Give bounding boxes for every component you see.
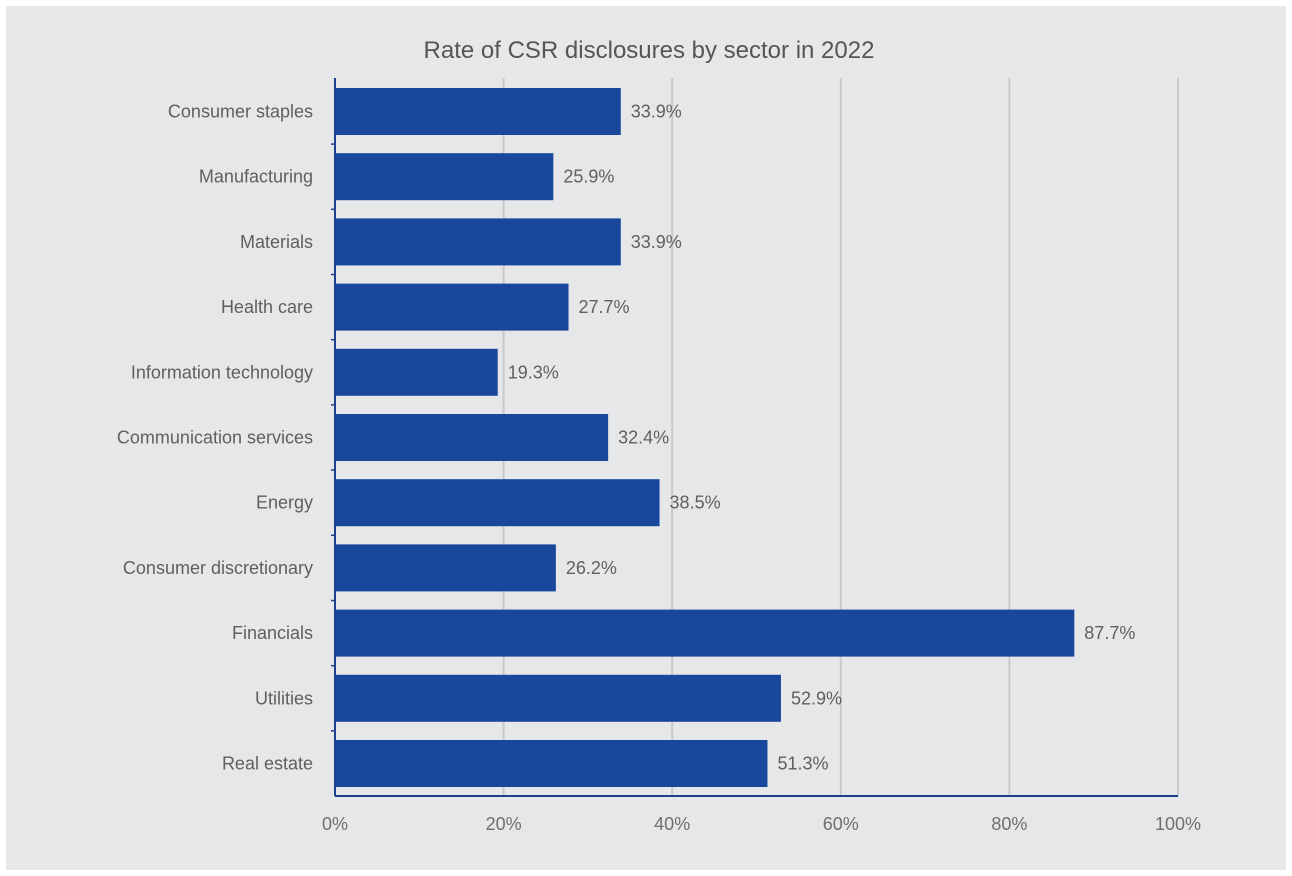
- category-label: Health care: [221, 297, 313, 317]
- data-label: 19.3%: [508, 362, 559, 382]
- chart-title: Rate of CSR disclosures by sector in 202…: [424, 37, 875, 64]
- data-label: 33.9%: [631, 232, 682, 252]
- bar: [335, 740, 768, 787]
- x-tick-label: 20%: [486, 814, 522, 834]
- category-label: Consumer staples: [168, 102, 313, 122]
- data-label: 52.9%: [791, 688, 842, 708]
- x-tick-label: 40%: [654, 814, 690, 834]
- category-label: Financials: [232, 623, 313, 643]
- x-tick-label: 80%: [991, 814, 1027, 834]
- category-label: Real estate: [222, 754, 313, 774]
- category-label: Energy: [256, 493, 313, 513]
- data-label: 32.4%: [618, 428, 669, 448]
- data-label: 27.7%: [579, 297, 630, 317]
- bar: [335, 218, 621, 266]
- bar: [335, 479, 660, 527]
- x-tick-labels: 0% 20% 40% 60% 80% 100%: [322, 814, 1201, 834]
- bar: [335, 544, 556, 592]
- data-label: 25.9%: [563, 167, 614, 187]
- data-label: 33.9%: [631, 102, 682, 122]
- data-label: 51.3%: [777, 754, 828, 774]
- bar: [335, 153, 554, 201]
- x-tick-label: 0%: [322, 814, 348, 834]
- data-label: 26.2%: [566, 558, 617, 578]
- axes: [331, 78, 1178, 797]
- category-label: Consumer discretionary: [123, 558, 313, 578]
- category-labels: Consumer staples Manufacturing Materials He…: [117, 102, 313, 774]
- bar: [335, 609, 1075, 657]
- category-label: Information technology: [131, 362, 313, 382]
- bar: [335, 348, 498, 396]
- x-tick-label: 100%: [1155, 814, 1201, 834]
- bar-chart: Rate of CSR disclosures by sector in 202…: [117, 37, 1201, 834]
- category-label: Materials: [240, 232, 313, 252]
- data-label: 87.7%: [1084, 623, 1135, 643]
- bar: [335, 414, 609, 461]
- category-label: Utilities: [255, 688, 313, 708]
- bar: [335, 283, 569, 331]
- bar: [335, 674, 781, 722]
- bars: 33.9% 25.9% 33.9% 27.7% 19.3% 32.4% 38.5% 26.2%…: [335, 88, 1135, 787]
- category-label: Manufacturing: [199, 167, 313, 187]
- bar: [335, 88, 621, 135]
- category-label: Communication services: [117, 428, 313, 448]
- data-label: 38.5%: [670, 493, 721, 513]
- x-tick-label: 60%: [823, 814, 859, 834]
- chart-panel: Rate of CSR disclosures by sector in 202…: [6, 6, 1286, 870]
